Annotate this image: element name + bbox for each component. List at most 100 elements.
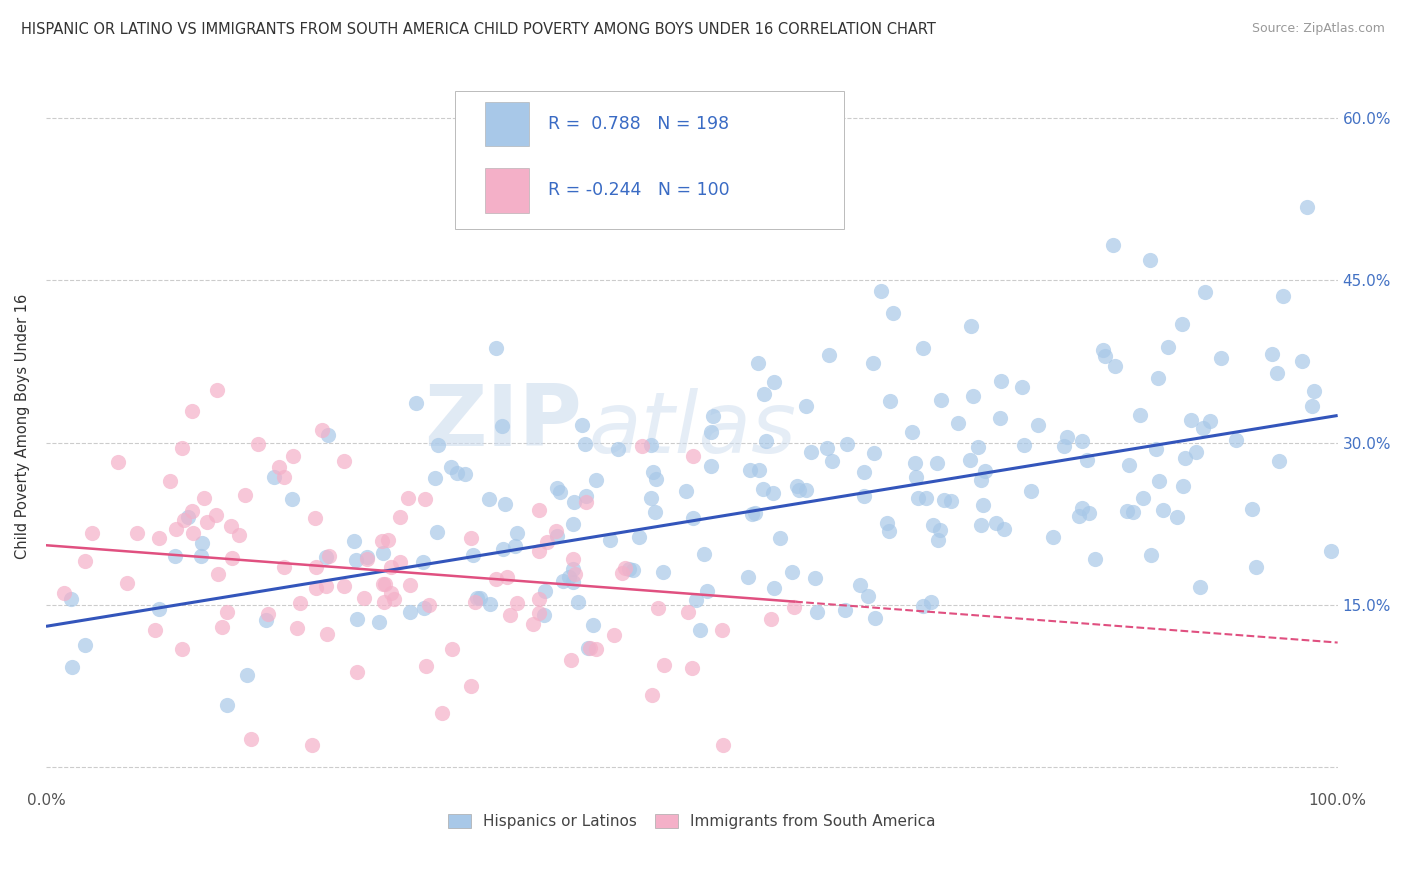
Point: [388, 555, 411, 569]
Point: [948, 416, 970, 430]
Point: [876, 516, 898, 531]
Point: [700, 459, 723, 474]
Point: [316, 627, 339, 641]
Text: ZIP: ZIP: [425, 381, 582, 464]
Point: [207, 566, 229, 581]
Point: [503, 539, 526, 553]
Point: [852, 465, 875, 479]
Point: [915, 491, 938, 505]
Point: [934, 492, 956, 507]
Point: [870, 284, 893, 298]
Point: [1132, 491, 1154, 505]
Point: [426, 524, 449, 539]
Point: [285, 621, 308, 635]
Point: [925, 456, 948, 470]
Point: [711, 739, 734, 753]
Point: [1303, 384, 1326, 399]
Text: R =  0.788   N = 198: R = 0.788 N = 198: [548, 115, 730, 133]
Point: [557, 569, 579, 583]
FancyBboxPatch shape: [456, 91, 844, 229]
Point: [373, 595, 395, 609]
Point: [699, 425, 721, 440]
Point: [645, 472, 668, 486]
Point: [148, 602, 170, 616]
Point: [460, 531, 482, 545]
Point: [1301, 399, 1323, 413]
Point: [273, 470, 295, 484]
Point: [205, 508, 228, 523]
Point: [527, 544, 550, 558]
Point: [815, 442, 838, 456]
Point: [564, 567, 586, 582]
Point: [754, 387, 776, 401]
Point: [389, 509, 412, 524]
Point: [115, 575, 138, 590]
Point: [1295, 200, 1317, 214]
Point: [818, 348, 841, 362]
Point: [398, 605, 420, 619]
Point: [740, 463, 762, 477]
Point: [959, 453, 981, 467]
Point: [643, 466, 665, 480]
Point: [912, 599, 935, 613]
Point: [614, 561, 637, 575]
Point: [904, 469, 927, 483]
Point: [787, 483, 810, 497]
Point: [974, 464, 997, 478]
Point: [782, 565, 804, 579]
Point: [191, 536, 214, 550]
Point: [744, 507, 766, 521]
Point: [1171, 479, 1194, 493]
Point: [107, 455, 129, 469]
Point: [315, 579, 337, 593]
Point: [215, 698, 238, 712]
Point: [966, 440, 988, 454]
Point: [219, 518, 242, 533]
Point: [862, 356, 884, 370]
Point: [396, 491, 419, 505]
Point: [267, 460, 290, 475]
Point: [288, 596, 311, 610]
Point: [1198, 414, 1220, 428]
Point: [228, 528, 250, 542]
Point: [73, 638, 96, 652]
Point: [576, 640, 599, 655]
Point: [281, 492, 304, 507]
Point: [993, 522, 1015, 536]
Point: [1157, 340, 1180, 354]
Point: [499, 608, 522, 623]
Point: [165, 549, 187, 563]
Point: [1076, 452, 1098, 467]
Point: [900, 425, 922, 439]
Point: [380, 586, 402, 600]
Point: [405, 396, 427, 410]
Point: [984, 516, 1007, 530]
Point: [644, 505, 666, 519]
Point: [305, 581, 328, 595]
Point: [912, 341, 935, 355]
Point: [546, 529, 568, 543]
Point: [211, 620, 233, 634]
Point: [562, 517, 585, 532]
Point: [344, 553, 367, 567]
Point: [1116, 504, 1139, 518]
Point: [485, 572, 508, 586]
Point: [1174, 450, 1197, 465]
Point: [748, 463, 770, 477]
Point: [689, 623, 711, 637]
Point: [311, 423, 333, 437]
Point: [853, 489, 876, 503]
Point: [506, 526, 529, 541]
Point: [1069, 509, 1091, 524]
Point: [1084, 551, 1107, 566]
Point: [929, 393, 952, 408]
Point: [1170, 317, 1192, 331]
Point: [702, 409, 724, 423]
Point: [574, 436, 596, 450]
Point: [1268, 454, 1291, 468]
Text: R = -0.244   N = 100: R = -0.244 N = 100: [548, 181, 730, 200]
Point: [571, 417, 593, 432]
Point: [1225, 433, 1247, 447]
Point: [183, 525, 205, 540]
Point: [907, 491, 929, 506]
